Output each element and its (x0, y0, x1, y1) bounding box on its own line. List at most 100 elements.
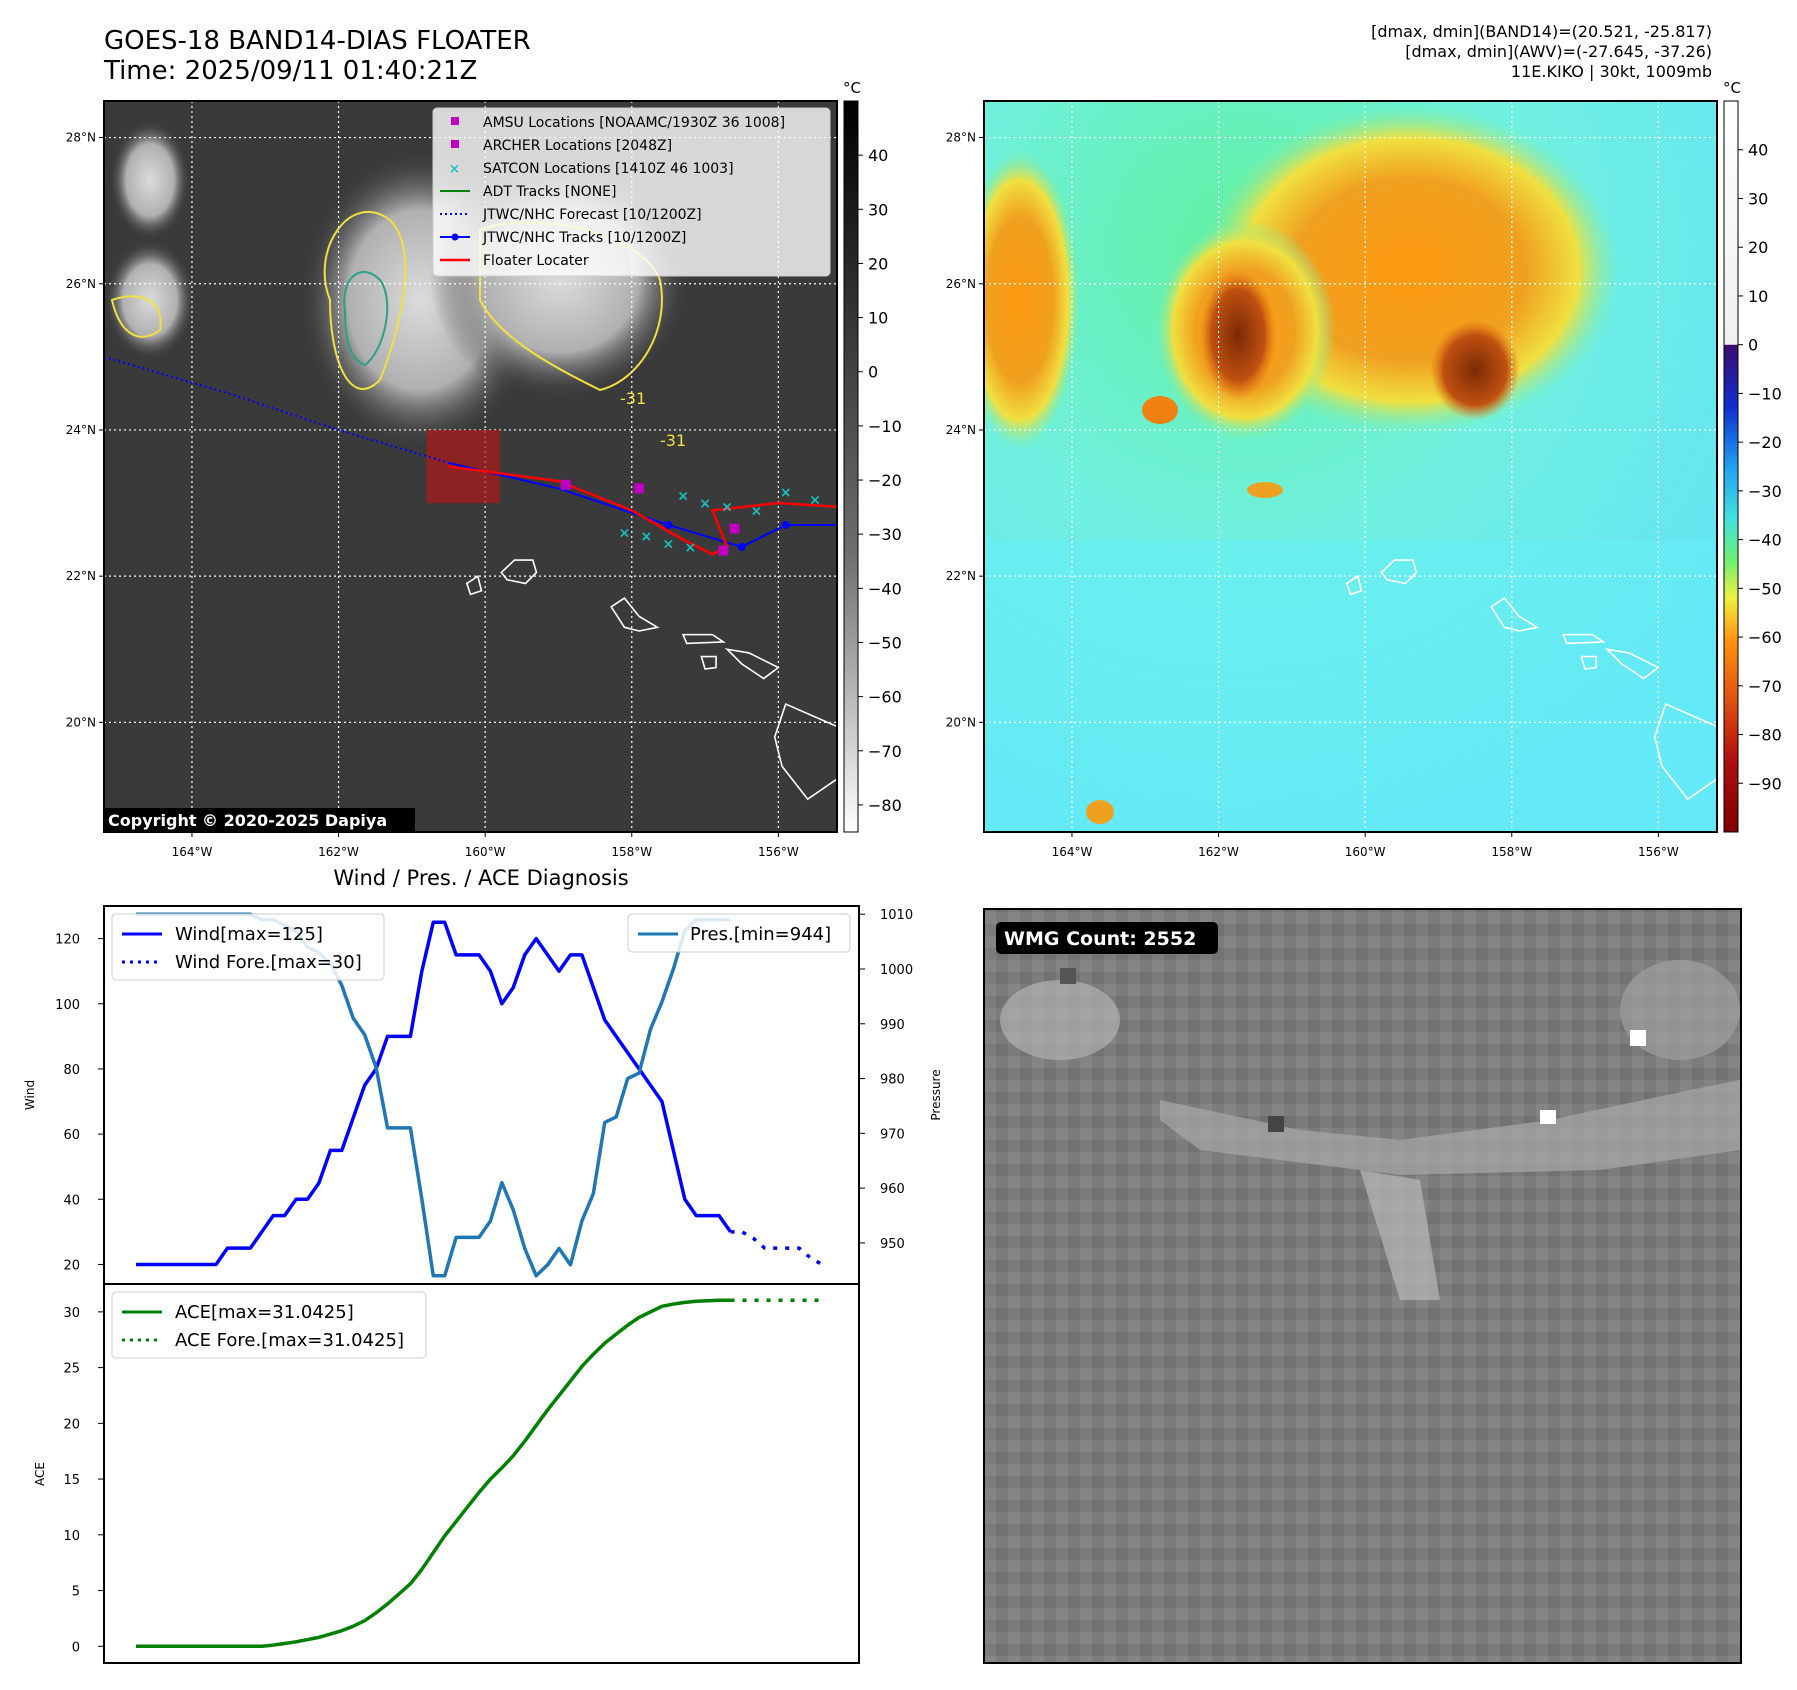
lon-tick-label: 156°W (1638, 845, 1679, 859)
nhc-track-point (781, 520, 790, 529)
awv-spot-2 (1247, 482, 1283, 498)
colorbar-tick-label: −20 (868, 471, 902, 490)
copyright-badge (104, 808, 415, 832)
diagnosis-panel: Wind / Pres. / ACE Diagnosis 20406080100… (23, 866, 943, 1664)
ir-map-panel: -31 -31 × × × × × × × × × × 28°N 26°N 24°N 22°N 20°N 1… (66, 79, 902, 859)
ir-legend: AMSU Locations [NOAAMC/1930Z 36 1008] AR… (432, 107, 831, 277)
awv-axes: 28°N 26°N 24°N 22°N 20°N 164°W 162°W 160°W 158°W… (946, 131, 1679, 859)
lon-tick-label: 160°W (1345, 845, 1386, 859)
pressure-tick-label: 1010 (880, 908, 913, 923)
satcon-marker: × (780, 485, 792, 501)
ace-tick-label: 5 (72, 1585, 80, 1600)
lon-tick-label: 164°W (1052, 845, 1093, 859)
storm-info: [dmax, dmin](BAND14)=(20.521, -25.817) [… (1371, 22, 1712, 82)
pressure-tick-label: 970 (880, 1127, 905, 1142)
colorbar-tick-label: −50 (1748, 579, 1782, 598)
amsu-marker (729, 523, 740, 534)
lon-tick-label: 162°W (1198, 845, 1239, 859)
colorbar-tick-label: −10 (1748, 384, 1782, 403)
colorbar-tick-label: −60 (1748, 628, 1782, 647)
legend-satcon-marker: × (449, 162, 460, 177)
ace-tick-label: 10 (63, 1529, 80, 1544)
colorbar-tick-label: 10 (1748, 287, 1768, 306)
contour-label-2: -31 (660, 431, 686, 450)
ace-tick-label: 25 (63, 1362, 80, 1377)
wmg-bright-pixel (1630, 1030, 1646, 1046)
colorbar-tick-label: 30 (1748, 189, 1768, 208)
nhc-track-point (664, 520, 673, 529)
island-coastline (500, 559, 538, 585)
wmg-streak (1360, 1170, 1440, 1300)
awv-gridlines (984, 101, 1717, 832)
colorbar-tick-label: −20 (1748, 433, 1782, 452)
island-coastline (1345, 574, 1363, 596)
awv-south-moist (984, 540, 1717, 832)
lat-tick-label: 28°N (66, 131, 96, 145)
colorbar-tick-label: −30 (868, 525, 902, 544)
lat-tick-label: 22°N (66, 569, 96, 583)
lat-tick-label: 26°N (66, 277, 96, 291)
awv-colorbar-unit: °C (1723, 79, 1741, 97)
wind-legend-label: Wind[max=125] (175, 924, 323, 945)
island-coastline (1490, 597, 1540, 632)
legend-nhc: JTWC/NHC Tracks [10/1200Z] (482, 230, 686, 246)
info-line-2: [dmax, dmin](AWV)=(-27.645, -37.26) (1405, 42, 1712, 61)
satcon-marker: × (699, 496, 711, 512)
ir-colorbar-ticks: 40 30 20 10 0 −10 −20 −30 −40 −50 −60 −70 −80 (858, 146, 902, 815)
pressure-tick-label: 950 (880, 1237, 905, 1252)
awv-spot-1 (1142, 396, 1178, 424)
legend-forecast: JTWC/NHC Forecast [10/1200Z] (482, 207, 702, 223)
lat-tick-label: 20°N (946, 715, 976, 729)
nhc-track (448, 461, 837, 548)
island-coastline (1561, 633, 1606, 645)
colorbar-tick-label: −70 (868, 742, 902, 761)
legend-nhc-dot (451, 233, 459, 241)
lat-tick-label: 20°N (66, 715, 96, 729)
wind-tick-label: 40 (63, 1193, 80, 1208)
ace-tick-label: 0 (72, 1640, 80, 1655)
amsu-marker (718, 545, 729, 556)
diagnosis-title: Wind / Pres. / ACE Diagnosis (333, 866, 628, 890)
satcon-marker: × (721, 500, 733, 516)
lon-tick-label: 158°W (1491, 845, 1532, 859)
lon-tick-label: 162°W (318, 845, 359, 859)
wmg-dark-pixel (1268, 1116, 1284, 1132)
island-coastline (1380, 559, 1418, 585)
ace-legend-label: ACE[max=31.0425] (175, 1302, 354, 1323)
colorbar-tick-label: −30 (1748, 482, 1782, 501)
wind-tick-label: 80 (63, 1063, 80, 1078)
pressure-tick-label: 980 (880, 1073, 905, 1088)
colorbar-tick-label: −90 (1748, 774, 1782, 793)
ir-contour-green (343, 270, 389, 367)
series-ace (136, 1298, 731, 1649)
colorbar-tick-label: 30 (868, 200, 888, 219)
island-coastline (681, 633, 726, 645)
lat-tick-label: 22°N (946, 569, 976, 583)
satcon-marker: × (677, 489, 689, 505)
colorbar-tick-label: 0 (1748, 336, 1758, 355)
lat-tick-label: 24°N (946, 423, 976, 437)
legend-box (432, 107, 831, 277)
wmg-frame (983, 908, 1742, 1664)
colorbar-tick-label: −50 (868, 633, 902, 652)
awv-spot-3 (1086, 800, 1114, 824)
awv-dry-edge (984, 150, 1080, 450)
wmg-count-badge (996, 922, 1218, 954)
ir-tracks: × × × × × × × × × × (104, 355, 837, 556)
wmg-bright-nw (1000, 980, 1120, 1060)
wind-tick-label: 60 (63, 1128, 80, 1143)
legend-archer: ARCHER Locations [2048Z] (483, 138, 672, 154)
lat-tick-label: 28°N (946, 131, 976, 145)
awv-colorbar-ticks: 40 30 20 10 0 −10 −20 −30 −40 −50 −60 −70 −80 −90 (1738, 141, 1782, 793)
colorbar-tick-label: 0 (868, 363, 878, 382)
island-coastline (1580, 655, 1597, 670)
contour-label-1: -31 (620, 389, 646, 408)
pres-legend-box (627, 913, 851, 953)
island-coastline (724, 648, 780, 680)
ir-colorbar-unit: °C (843, 79, 861, 97)
ace-tick-label: 15 (63, 1473, 80, 1488)
awv-coastlines (1345, 559, 1717, 801)
ace-tick-label: 20 (63, 1417, 80, 1432)
wmg-count-text: WMG Count: 2552 (1004, 928, 1196, 950)
